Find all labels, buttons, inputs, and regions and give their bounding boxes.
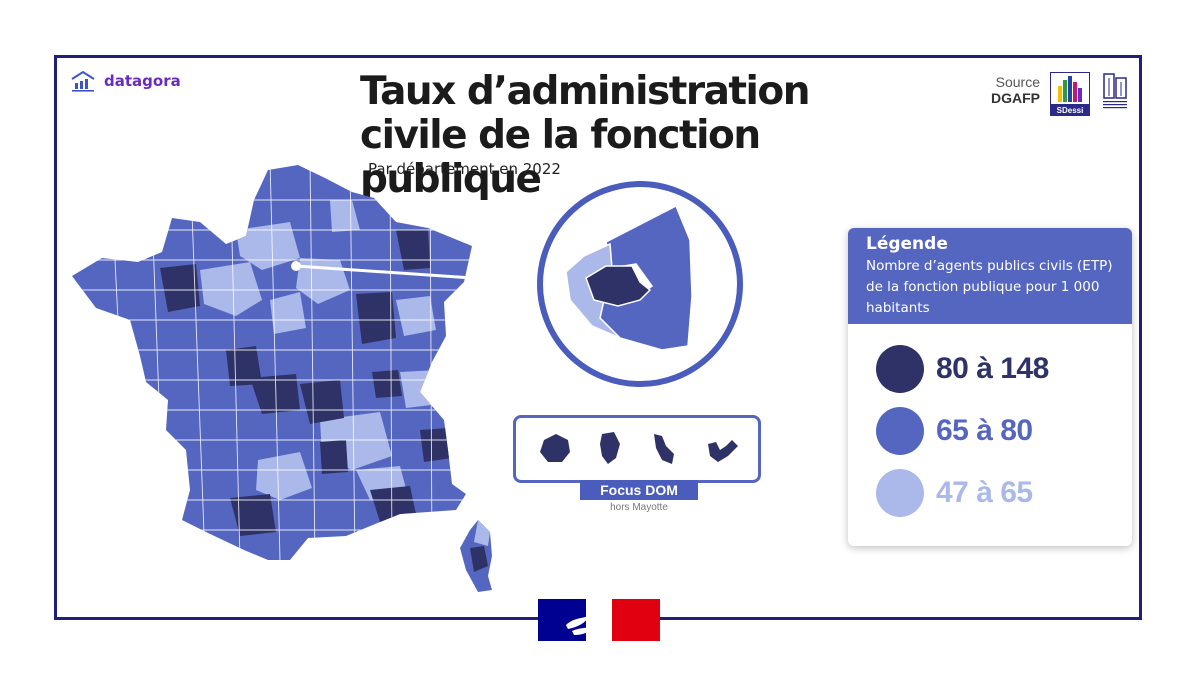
- statistique-publique-logo: [1103, 73, 1127, 109]
- legend-panel: Légende Nombre d’agents publics civils (…: [848, 228, 1132, 546]
- datagora-logo[interactable]: datagora: [70, 70, 181, 92]
- guadeloupe-shape: [708, 440, 738, 462]
- bar-chart-icon: [71, 70, 95, 92]
- sdessi-logo: SDessi: [1050, 72, 1090, 116]
- sdessi-logo-text: SDessi: [1057, 106, 1084, 115]
- brand-name: datagora: [104, 72, 181, 90]
- martinique-shape: [654, 434, 674, 464]
- legend-swatch-mid: [876, 407, 924, 455]
- page-subtitle: Par département en 2022: [368, 160, 561, 178]
- legend-header: Légende Nombre d’agents publics civils (…: [848, 228, 1132, 324]
- page-title: Taux d’administration civile de la fonct…: [360, 69, 810, 202]
- guyane-shape: [600, 432, 620, 464]
- reunion-shape: [540, 434, 570, 462]
- dom-territories: [540, 432, 738, 464]
- legend-label-mid: 65 à 80: [936, 414, 1033, 447]
- dom-focus-box: [513, 415, 761, 483]
- legend-item-mid: 65 à 80: [848, 400, 1132, 462]
- legend-swatch-low: [876, 469, 924, 517]
- dom-focus-sublabel: hors Mayotte: [610, 502, 668, 513]
- legend-description: Nombre d’agents publics civils (ETP) de …: [866, 258, 1113, 316]
- republique-francaise-logo: [538, 597, 660, 643]
- source-value: DGAFP: [991, 90, 1040, 106]
- legend-label-low: 47 à 65: [936, 476, 1033, 509]
- legend-swatch-high: [876, 345, 924, 393]
- legend-item-low: 47 à 65: [848, 462, 1132, 524]
- dom-focus-label: Focus DOM: [580, 480, 698, 500]
- source-label: Source: [995, 74, 1040, 90]
- legend-label-high: 80 à 148: [936, 352, 1049, 385]
- legend-title: Légende: [866, 234, 948, 254]
- source-credit: Source DGAFP: [970, 74, 1040, 106]
- legend-item-high: 80 à 148: [848, 338, 1132, 400]
